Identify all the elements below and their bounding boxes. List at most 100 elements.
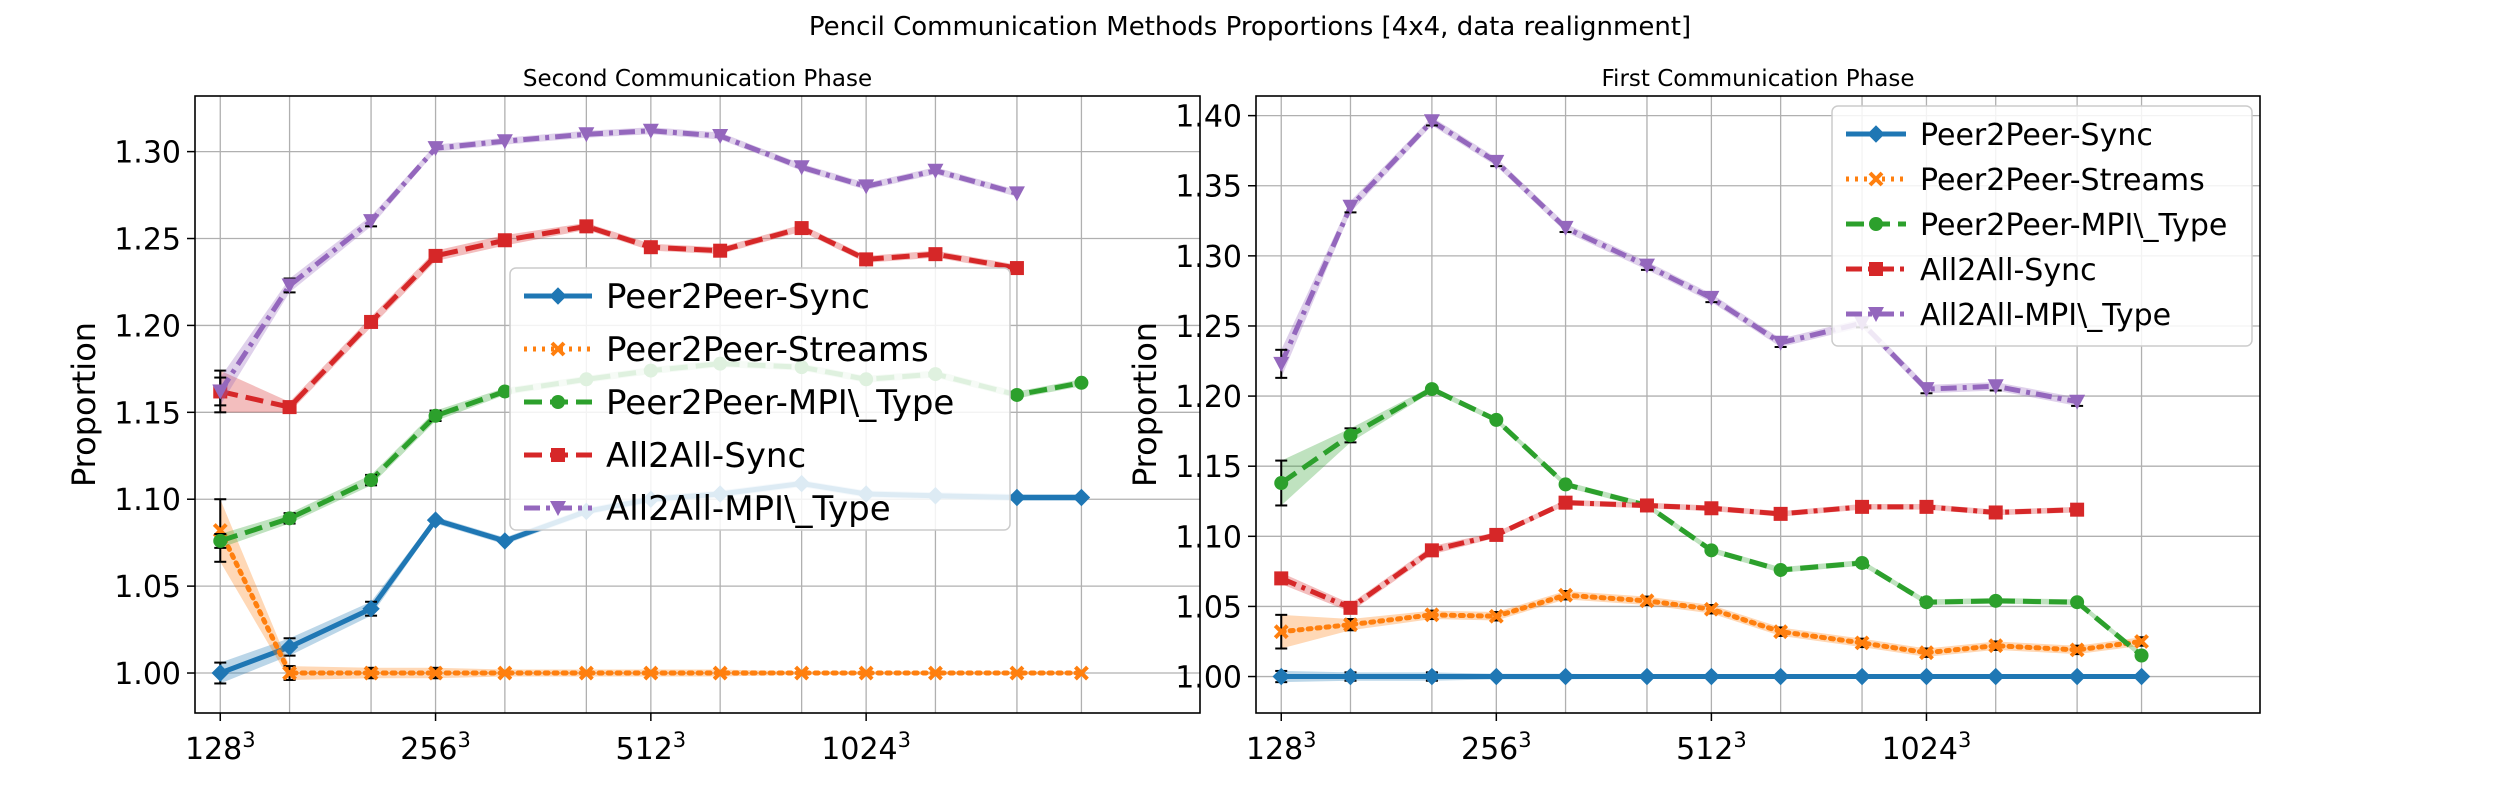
series-all2all-mpi-type: [212, 123, 1025, 407]
figure-title: Pencil Communication Methods Proportions…: [808, 12, 1692, 42]
x-tick-label: 5123: [1676, 728, 1747, 767]
y-tick-label: 1.00: [114, 657, 181, 692]
data-point: [579, 219, 594, 234]
data-point: [1638, 258, 1655, 274]
legend: Peer2Peer-Sync Peer2Peer-Streams Peer2Peer…: [1831, 105, 2253, 347]
y-tick-label: 1.15: [1175, 450, 1242, 485]
legend-item: Peer2Peer-Streams: [524, 330, 929, 370]
data-point: [362, 600, 380, 618]
data-point: [1489, 412, 1504, 427]
data-point: [364, 473, 379, 488]
y-tick-label: 1.10: [114, 483, 181, 518]
y-tick-label: 1.05: [1175, 590, 1242, 625]
data-point: [280, 638, 299, 656]
y-tick-label: 1.25: [114, 223, 181, 258]
data-point: [927, 163, 944, 179]
y-tick-label: 1.40: [1175, 100, 1242, 135]
data-point: [1272, 667, 1290, 686]
data-point: [1773, 562, 1788, 577]
legend-label: Peer2Peer-Streams: [1920, 163, 2205, 198]
data-point: [282, 400, 297, 415]
legend-label: All2All-Sync: [1920, 253, 2097, 288]
y-tick-label: 1.20: [1175, 380, 1242, 415]
data-point: [1489, 527, 1504, 542]
data-point: [1702, 667, 1721, 686]
data-point: [1558, 495, 1573, 510]
data-point: [1919, 595, 1934, 610]
series-line: [219, 223, 1018, 410]
legend-marker: [1868, 171, 1884, 187]
data-point: [1341, 667, 1360, 686]
data-point: [578, 665, 594, 681]
data-point: [858, 179, 875, 195]
legend-label: Peer2Peer-MPI\_Type: [1920, 208, 2227, 243]
data-point: [364, 314, 379, 329]
data-point: [2134, 634, 2149, 649]
axes-frame: [1255, 95, 2261, 714]
y-tick-label: 1.30: [1175, 240, 1242, 275]
data-point: [1423, 114, 1440, 130]
data-point: [1556, 667, 1575, 686]
data-point: [1772, 335, 1789, 351]
data-point: [1343, 428, 1358, 443]
data-point: [1558, 587, 1573, 603]
data-point: [2134, 648, 2149, 663]
data-point: [1074, 375, 1089, 390]
series-peer2peer-streams: [1273, 587, 2149, 661]
data-point: [282, 665, 297, 681]
data-point: [1009, 387, 1024, 402]
series-peer2peer-sync: [1272, 667, 2151, 686]
y-tick-label: 1.35: [1175, 170, 1242, 205]
data-point: [282, 511, 297, 526]
data-point: [2070, 502, 2085, 517]
data-point: [928, 665, 943, 681]
data-point: [428, 248, 443, 263]
x-tick-label: 10243: [1882, 728, 1972, 767]
data-point: [1918, 382, 1935, 398]
data-point: [2069, 394, 2086, 410]
legend-item: All2All-MPI\_Type: [1846, 298, 2171, 333]
data-point: [1855, 555, 1870, 570]
y-tick-label: 1.00: [1175, 661, 1242, 696]
data-point: [1424, 543, 1439, 558]
legend-marker: [549, 287, 567, 305]
y-axis-label: Proportion: [1126, 322, 1164, 487]
data-point: [1988, 593, 2003, 608]
data-point: [1343, 600, 1358, 615]
legend-marker: [550, 341, 566, 357]
y-tick-label: 1.10: [1175, 520, 1242, 555]
legend-label: All2All-Sync: [606, 436, 806, 476]
series-line: [1280, 500, 2078, 611]
legend-item: All2All-Sync: [524, 436, 806, 476]
data-point: [496, 134, 513, 150]
data-point: [1424, 607, 1440, 623]
legend-label: All2All-MPI\_Type: [606, 489, 891, 529]
data-point: [363, 214, 380, 230]
data-point: [213, 533, 228, 548]
y-axis-label: Proportion: [65, 322, 103, 487]
legend-item: All2All-MPI\_Type: [524, 489, 891, 529]
data-point: [1639, 593, 1655, 609]
legend-marker: [551, 448, 565, 462]
data-point: [1072, 488, 1091, 507]
data-point: [712, 665, 728, 681]
data-point: [1703, 290, 1720, 306]
x-tick-label: 10243: [821, 728, 911, 767]
data-point: [1988, 505, 2003, 520]
legend-item: Peer2Peer-MPI\_Type: [1846, 208, 2227, 243]
data-point: [281, 278, 298, 294]
y-tick-label: 1.20: [114, 309, 181, 344]
data-point: [2068, 667, 2086, 686]
data-point: [1009, 261, 1024, 276]
data-point: [1557, 220, 1574, 236]
data-point: [212, 384, 229, 400]
series-line: [1278, 118, 2078, 405]
data-point: [1855, 499, 1870, 514]
data-point: [1274, 571, 1289, 586]
subplot-title: First Communication Phase: [1602, 66, 1915, 92]
data-point: [713, 243, 728, 258]
chart-panel: 1.00 1.05 1.10 1.15 1.20 1.25 1.30 1.35 1.40 1283…: [1126, 66, 2261, 767]
series-peer2peer-streams: [212, 498, 1089, 681]
data-point: [1987, 379, 2004, 395]
